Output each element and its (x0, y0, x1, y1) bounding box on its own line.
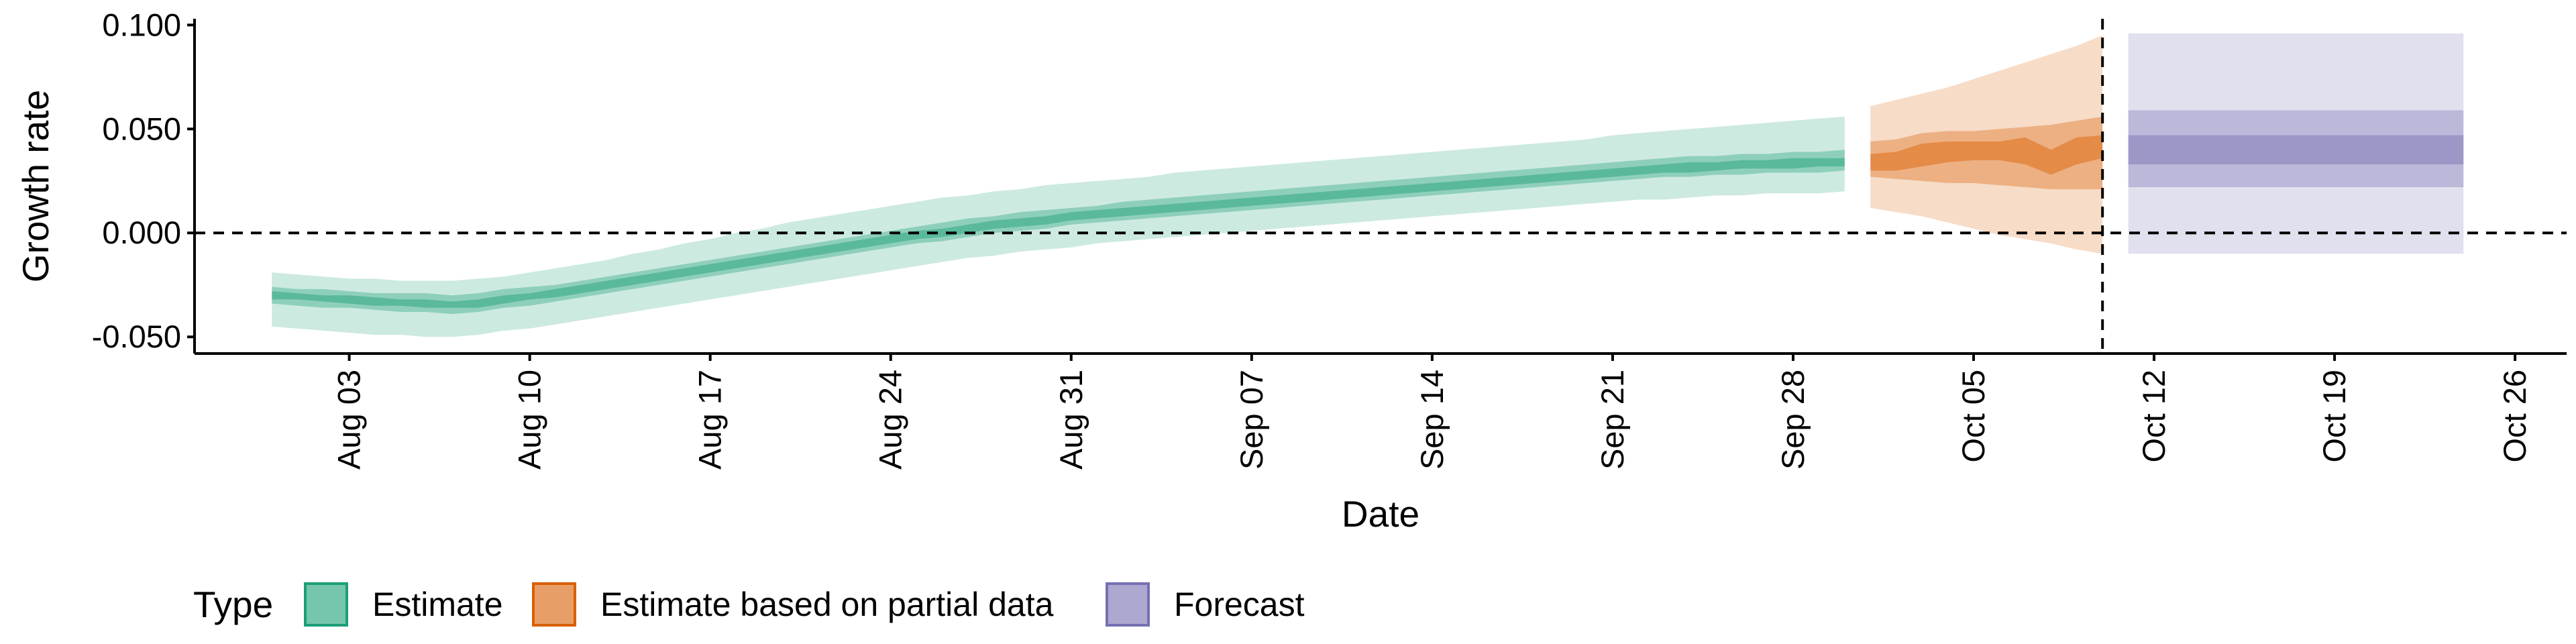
x-tick-label: Sep 21 (1595, 370, 1630, 470)
legend-label-estimate-based-on-partial-data: Estimate based on partial data (600, 586, 1054, 623)
x-tick-label: Aug 24 (873, 370, 908, 470)
x-axis-title: Date (1342, 493, 1419, 535)
x-tick-label: Sep 07 (1234, 370, 1269, 470)
x-tick-label: Oct 26 (2497, 370, 2532, 462)
legend-swatch-estimate (304, 582, 348, 627)
x-tick-label: Oct 12 (2136, 370, 2171, 462)
ribbon-layer (272, 33, 2464, 337)
x-tick-label: Sep 28 (1775, 370, 1811, 470)
x-tick-label: Oct 19 (2316, 370, 2352, 462)
estimate-based-on-partial-data-band-90 (1870, 35, 2103, 254)
x-tick-label: Aug 03 (331, 370, 367, 470)
y-axis-ticks: 0.100 0.050 0.000 -0.050 (92, 7, 195, 354)
forecast-band-20 (2128, 135, 2464, 164)
x-tick-label: Aug 31 (1053, 370, 1089, 470)
x-tick-label: Oct 05 (1955, 370, 1991, 462)
legend-swatch-estimate-based-on-partial-data (532, 582, 576, 627)
y-axis-title: Growth rate (15, 90, 56, 282)
legend-label-estimate: Estimate (372, 586, 503, 623)
forecast-band-50 (2128, 110, 2464, 188)
legend-swatch-forecast (1106, 582, 1150, 627)
estimate-based-on-partial-data-band-50 (1870, 116, 2103, 190)
estimate-band-90 (272, 116, 1845, 337)
y-tick-label: 0.050 (102, 111, 181, 146)
legend: Type Estimate Estimate based on partial d… (193, 582, 1305, 627)
estimate-band-50 (272, 150, 1845, 315)
forecast-band-90 (2128, 33, 2464, 254)
x-tick-label: Aug 17 (692, 370, 728, 470)
y-tick-label: 0.100 (102, 7, 181, 42)
estimate-based-on-partial-data-band-20 (1870, 135, 2103, 175)
x-tick-label: Aug 10 (512, 370, 547, 470)
y-tick-label: -0.050 (92, 319, 181, 354)
x-axis-ticks: Aug 03 Aug 10 Aug 17 Aug 24 Aug 31 Sep 07 Sep … (331, 354, 2532, 470)
legend-label-forecast: Forecast (1174, 586, 1305, 623)
legend-title: Type (193, 584, 273, 625)
x-tick-label: Sep 14 (1414, 370, 1450, 470)
y-tick-label: 0.000 (102, 215, 181, 250)
